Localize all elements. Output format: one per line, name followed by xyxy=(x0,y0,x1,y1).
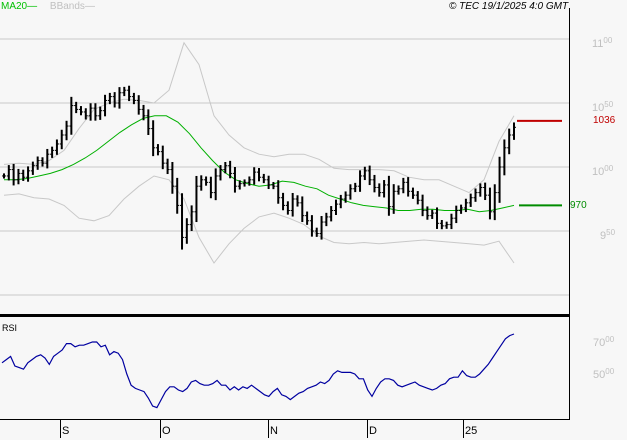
copyright-timestamp: © TEC 19/1/2025 4:0 GMT xyxy=(449,1,569,12)
y-label-1000: 1000 xyxy=(592,164,614,178)
rsi-label-50: 5000 xyxy=(593,367,615,381)
y-label-1100: 1100 xyxy=(592,36,613,50)
last-value-markers xyxy=(517,119,562,207)
x-label-oct: O xyxy=(162,425,171,437)
x-label-2025: 25 xyxy=(465,425,478,437)
legend-ma20: MA20— xyxy=(1,1,38,12)
price-gridlines xyxy=(0,38,569,296)
x-axis-ticks xyxy=(60,420,464,438)
x-label-dec: D xyxy=(369,425,377,437)
rsi-label-70: 7000 xyxy=(593,335,615,349)
bollinger-bands xyxy=(3,41,515,264)
x-label-sep: S xyxy=(62,425,70,437)
y-label-950: 950 xyxy=(600,228,616,242)
ma-value-label: 970 xyxy=(570,200,587,211)
chart-frame xyxy=(0,8,570,420)
last-price-label: 1036 xyxy=(593,115,616,126)
ma20-line xyxy=(4,115,515,213)
rsi-line xyxy=(1,333,515,409)
price-bars xyxy=(2,85,516,250)
chart-legend: MA20— BBands— xyxy=(1,1,95,12)
legend-bbands: BBands— xyxy=(49,1,95,12)
x-label-nov: N xyxy=(270,425,278,437)
y-label-1050: 1050 xyxy=(592,100,614,114)
rsi-title: RSI xyxy=(2,323,18,333)
